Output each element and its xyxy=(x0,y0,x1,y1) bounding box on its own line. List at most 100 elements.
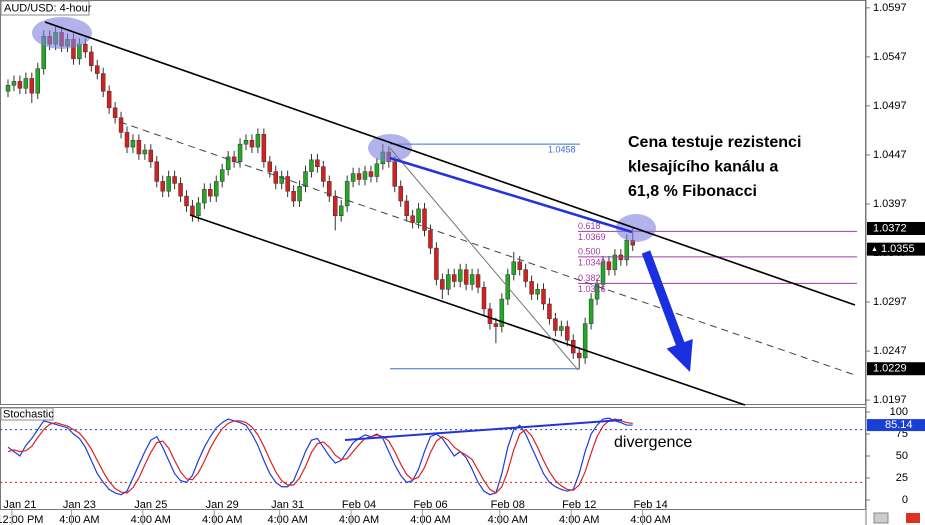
candle-body xyxy=(493,323,499,327)
annotation: klesajícího kanálu a xyxy=(628,159,778,176)
price-marker-label: 1.0355 xyxy=(881,243,915,255)
y-tick-label: 25 xyxy=(896,472,908,484)
candle-body xyxy=(148,149,154,163)
candle-body xyxy=(214,181,219,197)
candle-body xyxy=(576,352,582,359)
candle-body xyxy=(344,181,350,207)
x-tick-label: Feb 06 xyxy=(413,499,447,511)
value-marker-label: 85.14 xyxy=(885,419,913,431)
candle-body xyxy=(481,287,487,310)
price-marker xyxy=(867,242,925,256)
candle-body xyxy=(398,186,403,202)
x-tick-time: 4:00 AM xyxy=(267,514,307,525)
candle-body xyxy=(106,90,112,109)
chart-title: AUD/USD: 4-hour xyxy=(4,2,92,14)
fib-price: 1.0369 xyxy=(578,232,606,242)
candle-body xyxy=(17,81,23,89)
candle-body xyxy=(428,230,433,249)
candle-body xyxy=(285,176,290,192)
candle-body xyxy=(35,68,40,94)
candle-body xyxy=(172,176,177,184)
candle-body xyxy=(166,176,171,192)
y-tick-label: 1.0197 xyxy=(873,394,907,406)
scroll-icon[interactable] xyxy=(873,512,889,524)
candle-body xyxy=(118,117,124,133)
y-tick-label: 1.0597 xyxy=(873,2,907,14)
candle-body xyxy=(463,269,469,285)
price-marker xyxy=(867,221,925,235)
price-marker xyxy=(867,362,925,376)
candle-body xyxy=(225,156,231,170)
candle-body xyxy=(100,73,106,92)
channel-upper xyxy=(44,21,856,306)
highlight xyxy=(32,17,92,49)
candle-body xyxy=(273,171,278,184)
candle-body xyxy=(303,171,308,187)
close-icon[interactable] xyxy=(906,513,920,523)
candle-body xyxy=(446,274,451,290)
x-tick-time: 4:00 AM xyxy=(202,514,242,525)
y-tick-label: 0 xyxy=(902,494,908,506)
fib-price: 1.0316 xyxy=(578,284,606,294)
x-tick-time: 4:00 AM xyxy=(559,514,599,525)
candle-body xyxy=(291,190,296,202)
candle-body xyxy=(249,139,255,148)
candle-body xyxy=(374,163,380,177)
y-tick-label: 50 xyxy=(896,450,908,462)
drawings xyxy=(32,17,856,441)
x-tick-time: 4:00 AM xyxy=(410,514,450,525)
candle-body xyxy=(338,205,344,216)
candle-body xyxy=(600,261,606,285)
candle-body xyxy=(208,189,213,197)
x-tick-label: Jan 23 xyxy=(63,499,96,511)
candle-body xyxy=(594,284,600,300)
candle-body xyxy=(404,200,409,216)
candle-body xyxy=(553,318,558,331)
candle-body xyxy=(434,247,439,280)
price-marker-label: 1.0372 xyxy=(873,222,907,234)
candle-body xyxy=(565,326,570,341)
x-tick-label: Feb 04 xyxy=(342,499,376,511)
candle-body xyxy=(452,274,457,282)
candle-body xyxy=(547,303,552,319)
candle-body xyxy=(499,298,505,327)
candle-body xyxy=(297,186,302,202)
candle-body xyxy=(95,65,100,74)
fib-ratio: 0.382 xyxy=(578,273,601,283)
annotation: Cena testuje rezistenci xyxy=(628,134,801,151)
candle-body xyxy=(202,189,207,204)
resistance-line xyxy=(389,156,633,234)
candle-body xyxy=(368,171,374,177)
candle-body xyxy=(309,159,314,172)
candle-body xyxy=(184,195,189,207)
candle-body xyxy=(606,261,612,270)
candle-body xyxy=(243,139,249,145)
candle-body xyxy=(267,161,273,172)
candle-body xyxy=(315,159,320,167)
candle-body xyxy=(196,202,201,216)
candle-body xyxy=(190,205,195,216)
candle-body xyxy=(333,195,338,216)
candle-body xyxy=(475,274,481,288)
candle-body xyxy=(321,166,326,182)
candle-body xyxy=(261,134,267,163)
fib-ratio: 0.500 xyxy=(578,246,601,256)
candle-body xyxy=(154,161,159,182)
candle-body xyxy=(124,132,130,148)
title-box xyxy=(0,0,90,16)
x-tick-time: 4:00 AM xyxy=(488,514,528,525)
y-tick-label: 1.0447 xyxy=(873,149,907,161)
x-tick-time: 4:00 AM xyxy=(131,514,171,525)
candle-body xyxy=(356,173,362,180)
title-box xyxy=(0,407,54,421)
candle-body xyxy=(279,176,284,184)
candle-body xyxy=(178,183,183,197)
annotation: divergence xyxy=(614,434,692,451)
candle-body xyxy=(440,279,445,290)
candle-body xyxy=(529,281,534,295)
candle-body xyxy=(487,308,493,324)
candle-body xyxy=(237,143,243,163)
divergence-line xyxy=(344,419,623,441)
